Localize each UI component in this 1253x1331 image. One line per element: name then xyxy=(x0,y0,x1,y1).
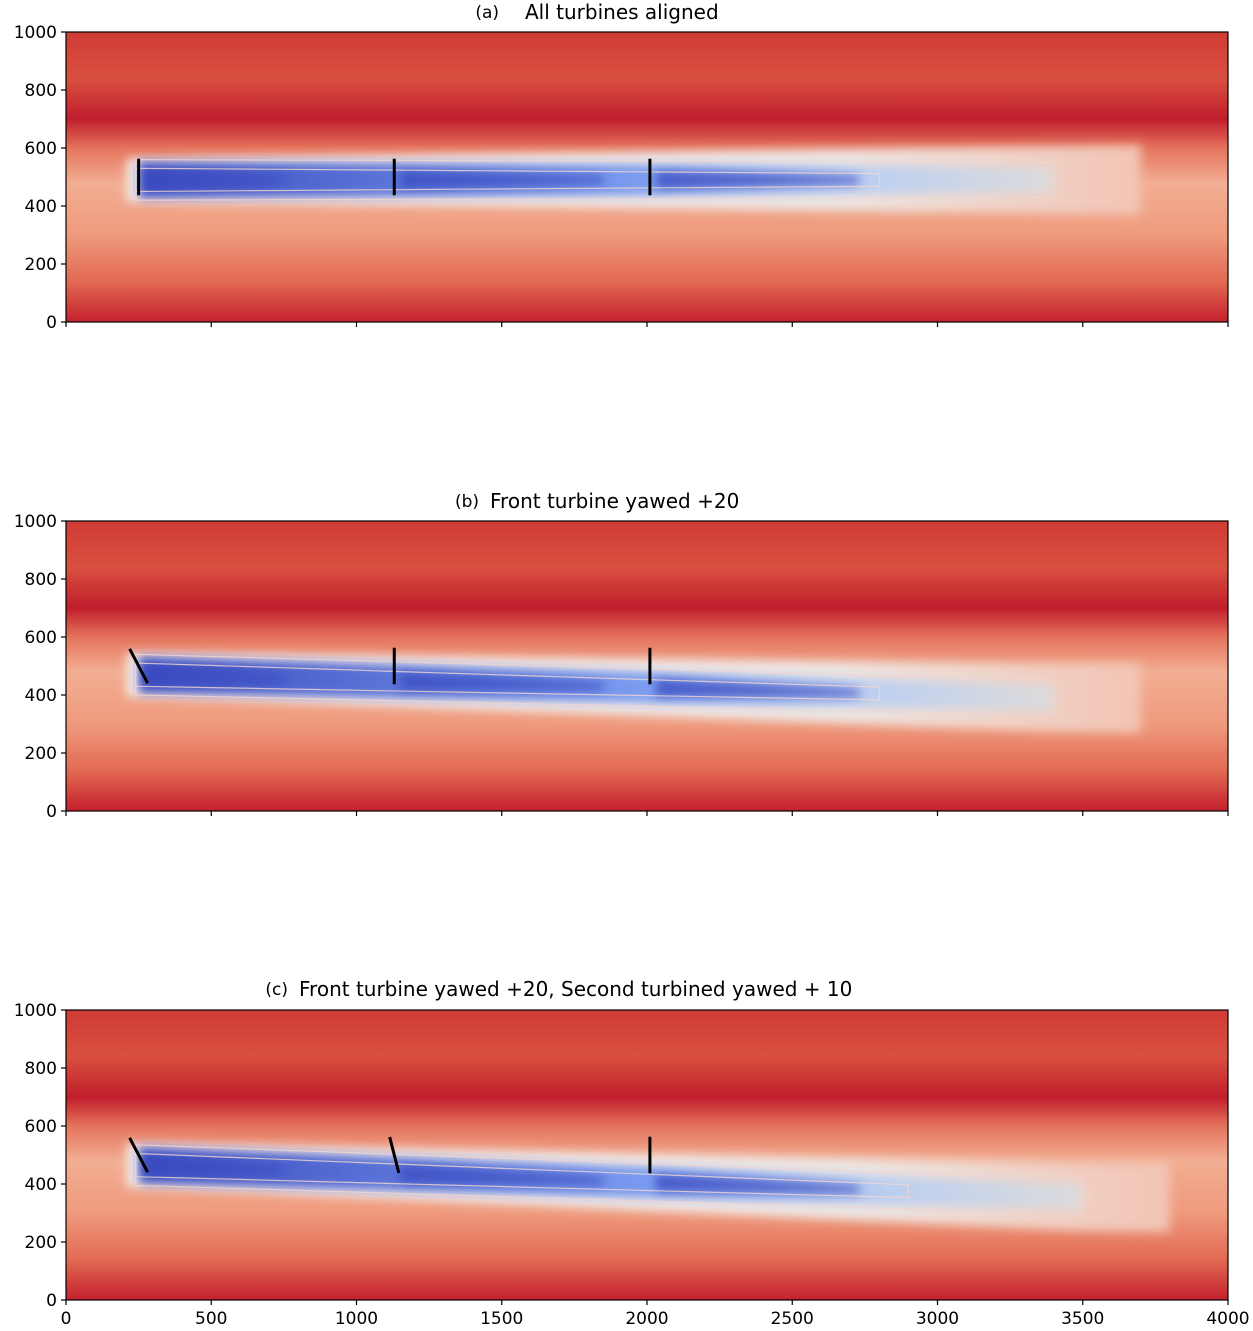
panel-a-title: All turbines aligned xyxy=(525,0,719,24)
panel-b-contour-1 xyxy=(135,653,1055,716)
panel-c-x-tick-label: 3500 xyxy=(1061,1309,1104,1329)
panel-c-turbine-2 xyxy=(388,1136,401,1174)
panel-b-y-tick-label: 600 xyxy=(25,628,57,648)
panel-c-y-tick-label: 400 xyxy=(25,1175,57,1195)
panel-b-y-tick-label: 0 xyxy=(46,802,57,822)
panel-a-y-tick-label: 1000 xyxy=(14,23,57,43)
panel-b-label: (b) xyxy=(455,492,479,512)
panel-b-contour-2 xyxy=(135,662,880,701)
panel-c-x-tick-label: 2500 xyxy=(771,1309,814,1329)
panel-a-contour-1 xyxy=(135,158,1055,201)
panel-b-y-tick-label: 1000 xyxy=(14,512,57,532)
panel-a-contour-2 xyxy=(135,167,880,193)
panel-c-wake-core-1 xyxy=(144,1156,284,1174)
panel-c-label: (c) xyxy=(265,980,288,1000)
panel-c-x-tick-label: 4000 xyxy=(1206,1309,1249,1329)
panel-c-contour-2 xyxy=(135,1152,909,1199)
panel-a-wake-core-2 xyxy=(400,171,604,189)
panel-b-wake-core-3 xyxy=(655,679,860,697)
panel-b-wake-core-2 xyxy=(400,672,604,690)
panel-c-y-tick-label: 1000 xyxy=(14,1001,57,1021)
panel-b-y-tick-label: 400 xyxy=(25,686,57,706)
panel-c-x-tick-label: 1500 xyxy=(480,1309,523,1329)
panel-a-y-tick-label: 800 xyxy=(25,81,57,101)
panel-c-y-tick-label: 0 xyxy=(46,1291,57,1311)
panel-a-wake-core-3 xyxy=(655,171,860,189)
panel-b-field xyxy=(66,521,1228,811)
panel-c-x-tick-label: 500 xyxy=(195,1309,227,1329)
panel-c-y-tick-label: 600 xyxy=(25,1117,57,1137)
panel-a-y-tick-label: 200 xyxy=(25,255,57,275)
panel-c-x-tick-label: 1000 xyxy=(335,1309,378,1329)
panel-c-title: Front turbine yawed +20, Second turbined… xyxy=(299,977,852,1001)
panel-c-x-tick-label: 0 xyxy=(61,1309,72,1329)
panel-a: (a) All turbines aligned 0 200 400 600 800 10… xyxy=(14,0,1229,333)
panel-a-y-tick-label: 400 xyxy=(25,197,57,217)
panel-a-wake-core-1 xyxy=(144,171,284,189)
panel-b-y-tick-label: 200 xyxy=(25,744,57,764)
panel-c-field xyxy=(66,1010,1228,1300)
panel-c-wake-core-3 xyxy=(655,1173,860,1193)
panel-b-wake-core-1 xyxy=(144,666,284,684)
panel-c-wake-core-2 xyxy=(400,1165,604,1185)
panel-a-y-tick-label: 0 xyxy=(46,313,57,333)
panel-c-y-tick-label: 200 xyxy=(25,1233,57,1253)
panel-a-field xyxy=(66,32,1228,322)
panel-c-x-tick-label: 3000 xyxy=(916,1309,959,1329)
panel-c-x-tick-label: 2000 xyxy=(625,1309,668,1329)
panel-a-y-tick-label: 600 xyxy=(25,139,57,159)
panel-c-turbine-1 xyxy=(128,1137,149,1173)
panel-c-contour-1 xyxy=(135,1144,1084,1216)
panel-b-y-tick-label: 800 xyxy=(25,570,57,590)
panel-b: (b) Front turbine yawed +20 0 200 400 600 80… xyxy=(14,489,1229,822)
panel-a-label: (a) xyxy=(475,3,499,23)
panel-b-title: Front turbine yawed +20 xyxy=(490,489,739,513)
panel-c-y-tick-label: 800 xyxy=(25,1059,57,1079)
panel-c: (c) Front turbine yawed +20, Second turb… xyxy=(14,977,1250,1329)
panel-b-turbine-1 xyxy=(128,648,149,684)
